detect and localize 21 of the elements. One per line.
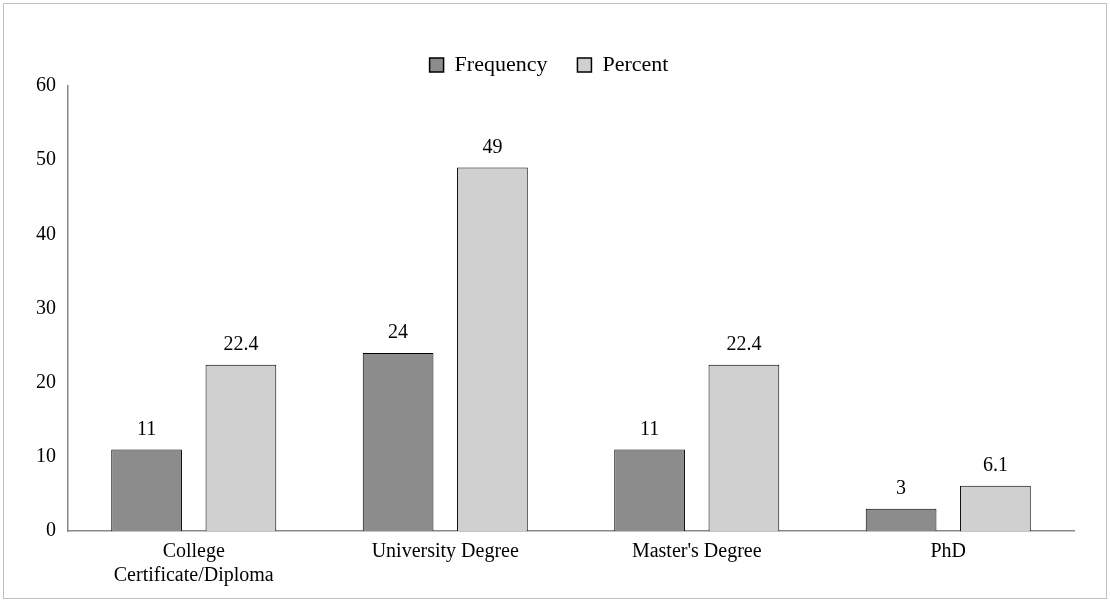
y-tick-label: 0 bbox=[46, 518, 56, 541]
data-label: 3 bbox=[896, 476, 907, 498]
y-tick-label: 40 bbox=[36, 221, 56, 244]
x-tick-label: PhD bbox=[930, 539, 967, 562]
y-tick-label: 50 bbox=[36, 147, 56, 170]
data-label: 22.4 bbox=[223, 332, 259, 355]
data-label: 22.4 bbox=[726, 332, 762, 355]
data-label: 24 bbox=[388, 320, 409, 343]
x-tick-label: Master's Degree bbox=[631, 539, 762, 563]
data-label: 11 bbox=[639, 416, 660, 439]
y-tick-label: 60 bbox=[36, 73, 56, 96]
data-label: 49 bbox=[482, 134, 503, 157]
data-label: 11 bbox=[136, 416, 157, 439]
y-tick-label: 20 bbox=[36, 369, 56, 392]
y-tick-label: 30 bbox=[36, 295, 56, 318]
x-tick-label: University Degree bbox=[371, 539, 519, 563]
y-tick-label: 10 bbox=[36, 444, 56, 467]
x-tick-label: College Certificate/Diploma bbox=[113, 539, 274, 587]
legend-label: Frequency bbox=[454, 50, 548, 76]
legend-label: Percent bbox=[602, 50, 669, 76]
data-label: 6.1 bbox=[982, 453, 1008, 476]
